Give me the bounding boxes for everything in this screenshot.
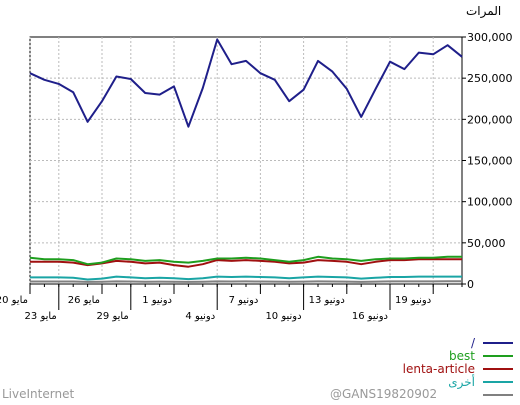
legend-swatch [483, 341, 513, 344]
legend-label: best [449, 348, 475, 363]
x-tick-label: 4 دونيو [185, 311, 215, 322]
y-tick-label: 200,000 [467, 113, 513, 126]
y-tick-label: 300,000 [467, 31, 513, 44]
x-tick-label: 26 مايو [68, 295, 100, 306]
x-tick-label: 19 دونيو [395, 295, 431, 306]
legend-swatch [483, 380, 513, 383]
y-tick-label: 50,000 [467, 237, 506, 250]
x-tick-label: 10 دونيو [265, 311, 301, 322]
legend-item: best [300, 348, 515, 363]
footer-brand: LiveInternet [2, 387, 75, 401]
x-tick-label: 1 دونيو [142, 295, 172, 306]
x-tick-label: 23 مايو [25, 311, 57, 322]
y-tick-label: 150,000 [467, 155, 513, 168]
x-tick-label: 16 دونيو [352, 311, 388, 322]
y-tick-label: 100,000 [467, 196, 513, 209]
legend-swatch [483, 367, 513, 370]
x-tick-label: 20 مايو [0, 295, 28, 306]
series-line [30, 280, 462, 283]
x-tick-label: 7 دونيو [229, 295, 259, 306]
legend-swatch [483, 354, 513, 357]
footer-account: @GANS19820902 [330, 387, 438, 401]
series-line [29, 255, 462, 266]
y-tick-label: 0 [467, 278, 474, 291]
legend-item: / [300, 335, 515, 350]
y-tick-label: 250,000 [467, 72, 513, 85]
x-tick-label: 29 مايو [97, 311, 129, 322]
legend: / best lenta-article أخرى [300, 336, 515, 401]
legend-label: lenta-article [402, 361, 475, 376]
legend-item: lenta-article [300, 361, 515, 376]
x-tick-label: 13 دونيو [309, 295, 345, 306]
legend-item [300, 388, 515, 401]
legend-item: أخرى [300, 374, 515, 389]
legend-label: / [470, 335, 475, 350]
legend-swatch [483, 393, 513, 396]
series-line [30, 275, 462, 281]
y-axis-title: المرات [466, 4, 502, 18]
legend-label: أخرى [448, 374, 475, 389]
series-line [29, 38, 463, 128]
